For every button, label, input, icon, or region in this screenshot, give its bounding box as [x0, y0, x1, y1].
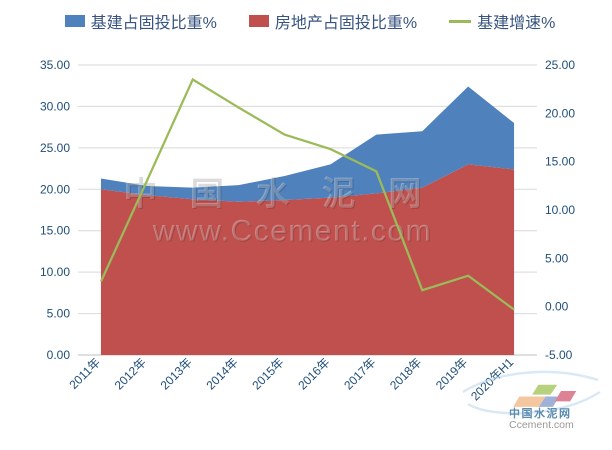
svg-text:www.Ccement.com: www.Ccement.com [153, 216, 433, 249]
svg-text:-5.00: -5.00 [545, 348, 573, 362]
svg-text:0.00: 0.00 [47, 348, 71, 362]
svg-text:30.00: 30.00 [40, 99, 70, 113]
svg-text:15.00: 15.00 [545, 155, 575, 169]
svg-text:20.00: 20.00 [40, 182, 70, 196]
svg-text:10.00: 10.00 [545, 203, 575, 217]
svg-text:15.00: 15.00 [40, 224, 70, 238]
svg-text:中 国 水 泥 网: 中 国 水 泥 网 [125, 176, 435, 213]
svg-text:Ccement.com: Ccement.com [509, 419, 574, 431]
svg-text:20.00: 20.00 [545, 106, 575, 120]
svg-text:35.00: 35.00 [40, 58, 70, 72]
svg-text:5.00: 5.00 [545, 251, 569, 265]
svg-text:中国水泥网: 中国水泥网 [509, 406, 572, 420]
svg-text:25.00: 25.00 [40, 141, 70, 155]
svg-text:5.00: 5.00 [47, 307, 71, 321]
svg-text:25.00: 25.00 [545, 58, 575, 72]
svg-text:10.00: 10.00 [40, 265, 70, 279]
svg-text:0.00: 0.00 [545, 300, 569, 314]
